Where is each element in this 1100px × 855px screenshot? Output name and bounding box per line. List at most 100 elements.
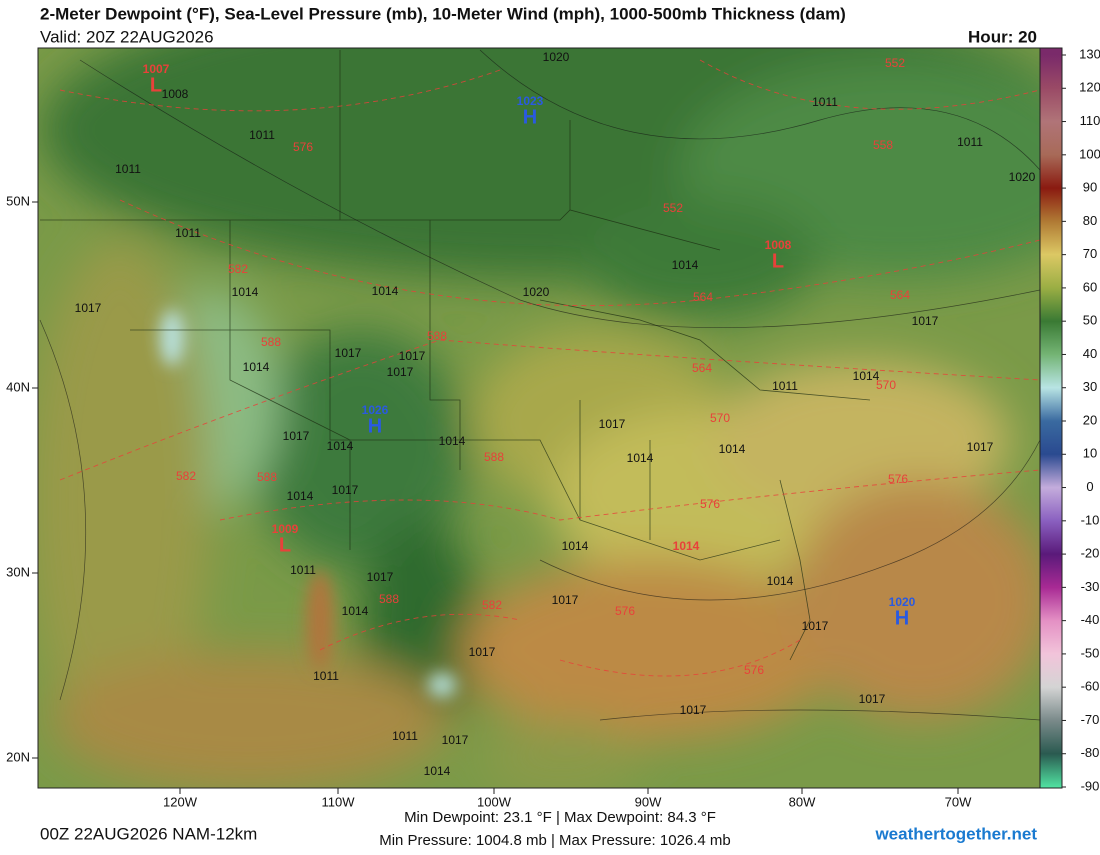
thickness-label: 582 [228, 262, 248, 276]
lon-label: 110W [322, 794, 356, 809]
colorbar-tick-label: 80 [1083, 213, 1097, 228]
isobar-label: 1014 [327, 439, 354, 453]
colorbar-tick-label: 0 [1086, 479, 1093, 494]
colorbar [1039, 47, 1063, 789]
isobar-label: 1017 [367, 570, 394, 584]
isobar-label: 1011 [175, 226, 201, 240]
isobar-label: 1014 [372, 284, 399, 298]
thickness-label: 588 [261, 335, 281, 349]
colorbar-tick-label: 50 [1083, 313, 1097, 328]
site-credit: weathertogether.net [874, 824, 1037, 843]
isobar-label: 1017 [442, 733, 469, 747]
colorbar-tick-label: -50 [1081, 645, 1100, 660]
colorbar-tick-label: 90 [1083, 180, 1097, 195]
thickness-label: 558 [873, 138, 893, 152]
thickness-label: 588 [427, 329, 447, 343]
isobar-label: 1017 [387, 365, 414, 379]
isobar-label: 1017 [552, 593, 579, 607]
pressure-stats: Min Pressure: 1004.8 mb | Max Pressure: … [379, 832, 731, 849]
colorbar-tick-label: 10 [1083, 446, 1097, 461]
thickness-label: 570 [710, 411, 730, 425]
isobar-label: 1017 [599, 417, 626, 431]
colorbar-tick-label: 130 [1079, 46, 1100, 61]
isobar-label: 1017 [399, 349, 426, 363]
isobar-label: 1020 [1009, 170, 1036, 184]
isobar-label: 1014 [424, 764, 451, 778]
dewpoint-stats: Min Dewpoint: 23.1 °F | Max Dewpoint: 84… [404, 809, 716, 826]
isobar-label: 1014 [232, 285, 259, 299]
isobar-label: 1017 [332, 483, 359, 497]
colorbar-tick-label: 120 [1079, 80, 1100, 95]
thickness-label: 564 [692, 361, 712, 375]
lat-label: 50N [6, 193, 30, 208]
colorbar-tick-label: -40 [1081, 612, 1100, 627]
isobar-label: 1014 [767, 574, 794, 588]
lat-label: 40N [6, 379, 30, 394]
pressure-center-value: 1014 [673, 539, 700, 553]
isobar-label: 1017 [680, 703, 707, 717]
isobar-label: 1014 [243, 360, 270, 374]
isobar-label: 1011 [290, 563, 316, 577]
colorbar-tick-label: -10 [1081, 512, 1100, 527]
isobar-label: 1011 [772, 379, 798, 393]
thickness-label: 588 [379, 592, 399, 606]
isobar-label: 1011 [249, 128, 275, 142]
colorbar-tick-label: 100 [1079, 146, 1100, 161]
isobar-label: 1017 [859, 692, 886, 706]
isobar-label: 1014 [562, 539, 589, 553]
model-run: 00Z 22AUG2026 NAM-12km [40, 824, 257, 843]
pressure-center-letter: L [772, 250, 784, 272]
lon-label: 120W [163, 794, 198, 809]
thickness-label: 576 [744, 663, 764, 677]
isobar-label: 1014 [287, 489, 314, 503]
pressure-center-letter: L [279, 534, 291, 556]
thickness-label: 588 [257, 470, 277, 484]
isobar-label: 1014 [719, 442, 746, 456]
isobar-label: 1020 [523, 285, 550, 299]
thickness-label: 576 [888, 472, 908, 486]
colorbar-tick-label: -90 [1081, 778, 1100, 793]
isobar-label: 1011 [313, 669, 339, 683]
colorbar-tick-label: 70 [1083, 246, 1097, 261]
lat-label: 20N [6, 749, 30, 764]
isobar-label: 1011 [812, 95, 838, 109]
pressure-center-value: 1020 [889, 595, 916, 609]
pressure-center-letter: L [150, 74, 162, 96]
colorbar-tick-label: 40 [1083, 346, 1097, 361]
lon-label: 100W [477, 794, 512, 809]
isobar-label: 1020 [543, 50, 570, 64]
thickness-label: 576 [293, 140, 313, 154]
map-field [38, 48, 1040, 788]
lon-label: 80W [789, 794, 816, 809]
pressure-center-value: 1026 [362, 403, 389, 417]
pressure-center-letter: H [368, 415, 382, 437]
thickness-label: 576 [615, 604, 635, 618]
thickness-label: 588 [484, 450, 504, 464]
thickness-label: 570 [876, 378, 896, 392]
isobar-label: 1017 [912, 314, 939, 328]
isobar-label: 1008 [162, 87, 189, 101]
isobar-label: 1011 [115, 162, 141, 176]
colorbar-tick-label: -30 [1081, 579, 1100, 594]
isobar-label: 1014 [439, 434, 466, 448]
pressure-center-value: 1023 [517, 94, 544, 108]
pressure-center-letter: H [895, 607, 909, 629]
colorbar-tick-label: -20 [1081, 546, 1100, 561]
colorbar-tick-label: -70 [1081, 712, 1100, 727]
isobar-label: 1017 [335, 346, 362, 360]
pressure-center-value: 1009 [272, 522, 299, 536]
isobar-label: 1017 [967, 440, 994, 454]
lon-label: 70W [945, 794, 972, 809]
lon-label: 90W [635, 794, 662, 809]
thickness-label: 552 [663, 201, 683, 215]
isobar-label: 1017 [802, 619, 829, 633]
thickness-label: 564 [890, 288, 910, 302]
isobar-label: 1017 [469, 645, 496, 659]
thickness-label: 576 [700, 497, 720, 511]
colorbar-tick-label: -60 [1081, 679, 1100, 694]
colorbar-tick-label: 110 [1080, 113, 1100, 128]
thickness-label: 582 [482, 598, 502, 612]
forecast-hour: Hour: 20 [968, 27, 1037, 46]
isobar-label: 1011 [392, 729, 418, 743]
